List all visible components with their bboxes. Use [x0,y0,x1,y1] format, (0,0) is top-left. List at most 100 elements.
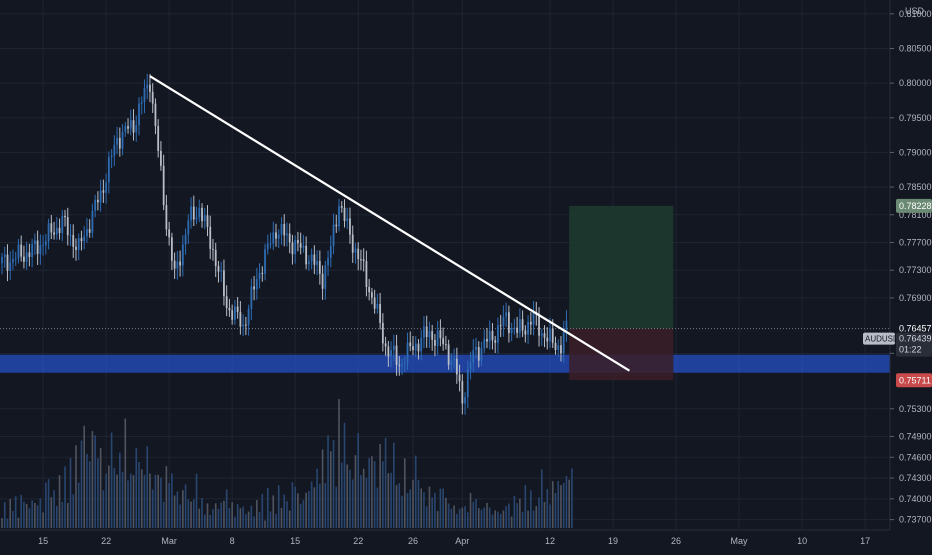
candle-body [513,327,516,329]
volume-bar [179,504,181,528]
descending-trendline[interactable] [149,75,631,372]
volume-bar [302,500,305,528]
volume-bar [343,422,346,528]
volume-bar [423,492,425,528]
volume-bar [447,503,450,528]
candle-body [472,350,475,363]
candle-body [113,144,116,156]
volume-bar [187,499,190,528]
candle-body [403,363,406,365]
volume-bar [445,497,447,528]
price-tick-label: 0.74300 [899,473,932,483]
candle-body [321,273,324,289]
volume-bar [316,468,318,528]
volume-bar [535,506,538,528]
candle-body [149,84,151,92]
volume-bar [562,482,565,528]
volume-bar [508,503,510,528]
candle-body [264,249,266,274]
support-zone[interactable] [0,354,890,373]
volume-bar [497,511,499,528]
volume-bar [338,398,340,528]
candle-body [431,331,434,340]
candle-body [173,260,176,269]
volume-bar [154,474,157,528]
candle-body [313,254,316,265]
volume-bar [491,514,494,528]
price-tick-label: 0.76900 [899,293,932,303]
time-tick-label: 17 [860,536,870,546]
candle-body [58,227,61,234]
volume-bar [505,506,507,528]
volume-bar [217,508,220,528]
candle-body [157,126,160,151]
candle-body [297,240,299,244]
volume-bar [17,517,20,528]
candle-body [250,286,253,310]
volume-bar [428,486,431,528]
volume-bar [171,473,173,528]
candle-body [88,229,91,233]
volume-bar [14,496,17,528]
volume-bar [297,493,299,528]
volume-bar [461,507,464,528]
volume-bar [565,476,568,528]
volume-bar [261,493,264,528]
volume-bar [349,469,351,528]
candle-body [414,343,417,351]
price-tick-label: 0.73700 [899,515,932,525]
candle-body [184,234,187,245]
volume-bar [417,480,420,528]
candle-body [6,254,9,271]
candle-body [105,182,108,193]
symbol-badge[interactable] [863,332,895,345]
volume-bar [162,501,165,528]
candle-body [466,369,469,398]
long-position-target-zone[interactable] [569,205,674,329]
volume-bar [560,485,562,528]
volume-bar [521,512,524,528]
candle-body [409,342,412,347]
volume-bar [409,489,412,528]
volume-bar [245,514,247,528]
symbol-label: AUDUSD [865,335,899,344]
time-tick-label: May [731,536,749,546]
volume-bar [225,489,228,528]
candle-body [280,224,283,235]
candle-body [499,325,502,327]
volume-bar [3,502,6,528]
volume-bar [223,500,225,528]
candle-body [349,218,351,235]
long-position-stop-zone[interactable] [569,328,674,381]
candle-body [146,84,149,89]
volume-bar [420,488,423,528]
price-axis[interactable] [890,0,932,550]
candle-body [401,363,403,366]
candle-body [261,272,264,274]
candle-body [266,243,269,250]
volume-bar [530,490,532,528]
volume-bar [20,494,22,528]
candle-body [31,243,34,257]
candle-body [524,330,527,335]
candle-body [329,245,332,258]
candle-body [97,199,99,203]
volume-bar [206,503,209,528]
volume-bar [442,488,444,528]
candle-body [236,306,239,313]
candle-body [132,120,135,133]
candle-body [220,270,223,272]
candle-body [239,312,242,327]
candle-body [299,243,302,248]
candle-body [554,342,557,350]
volume-bar [327,435,329,528]
candle-body [560,345,562,354]
time-axis[interactable] [0,530,890,550]
candle-body [516,327,519,333]
candle-body [176,261,179,269]
volume-bar [308,490,310,528]
volume-bar [31,500,33,528]
